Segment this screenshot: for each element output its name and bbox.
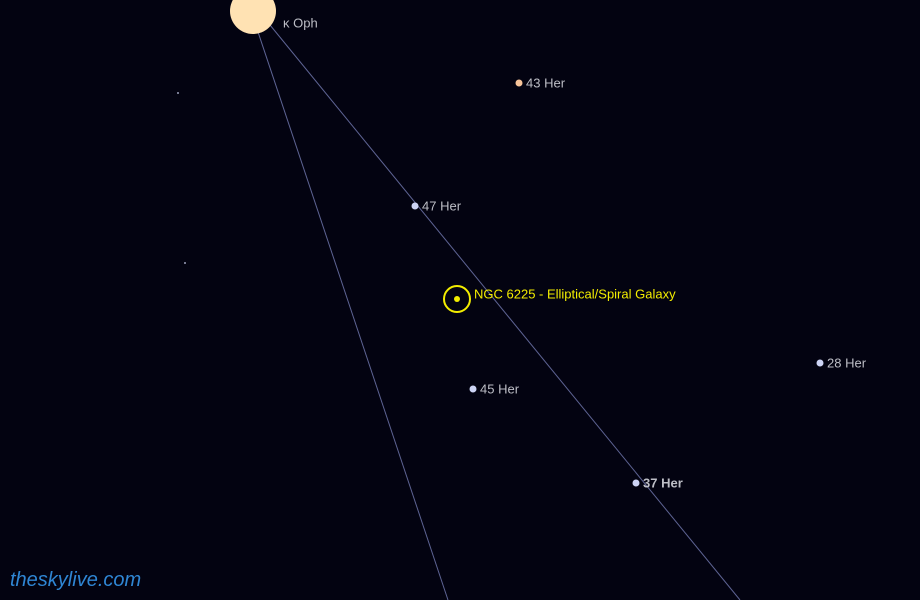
star-label-47-her: 47 Her — [422, 199, 461, 214]
star-label-kappa-oph: κ Oph — [283, 16, 318, 31]
star-45-her — [470, 386, 477, 393]
star-chart: κ Oph 43 Her 47 Her 45 Her 37 Her 28 Her NGC 6… — [0, 0, 920, 600]
star-43-her — [516, 80, 523, 87]
star-37-her — [633, 480, 640, 487]
star-47-her — [412, 203, 419, 210]
target-label: NGC 6225 - Elliptical/Spiral Galaxy — [474, 287, 676, 302]
watermark: theskylive.com — [10, 569, 141, 592]
star-kappa-oph — [230, 0, 276, 34]
star-28-her — [817, 360, 824, 367]
background-star — [177, 92, 179, 94]
star-label-28-her: 28 Her — [827, 356, 866, 371]
target-dot-icon — [454, 296, 460, 302]
star-label-37-her: 37 Her — [643, 476, 683, 491]
star-label-43-her: 43 Her — [526, 76, 565, 91]
star-label-45-her: 45 Her — [480, 382, 519, 397]
background-star — [184, 262, 186, 264]
